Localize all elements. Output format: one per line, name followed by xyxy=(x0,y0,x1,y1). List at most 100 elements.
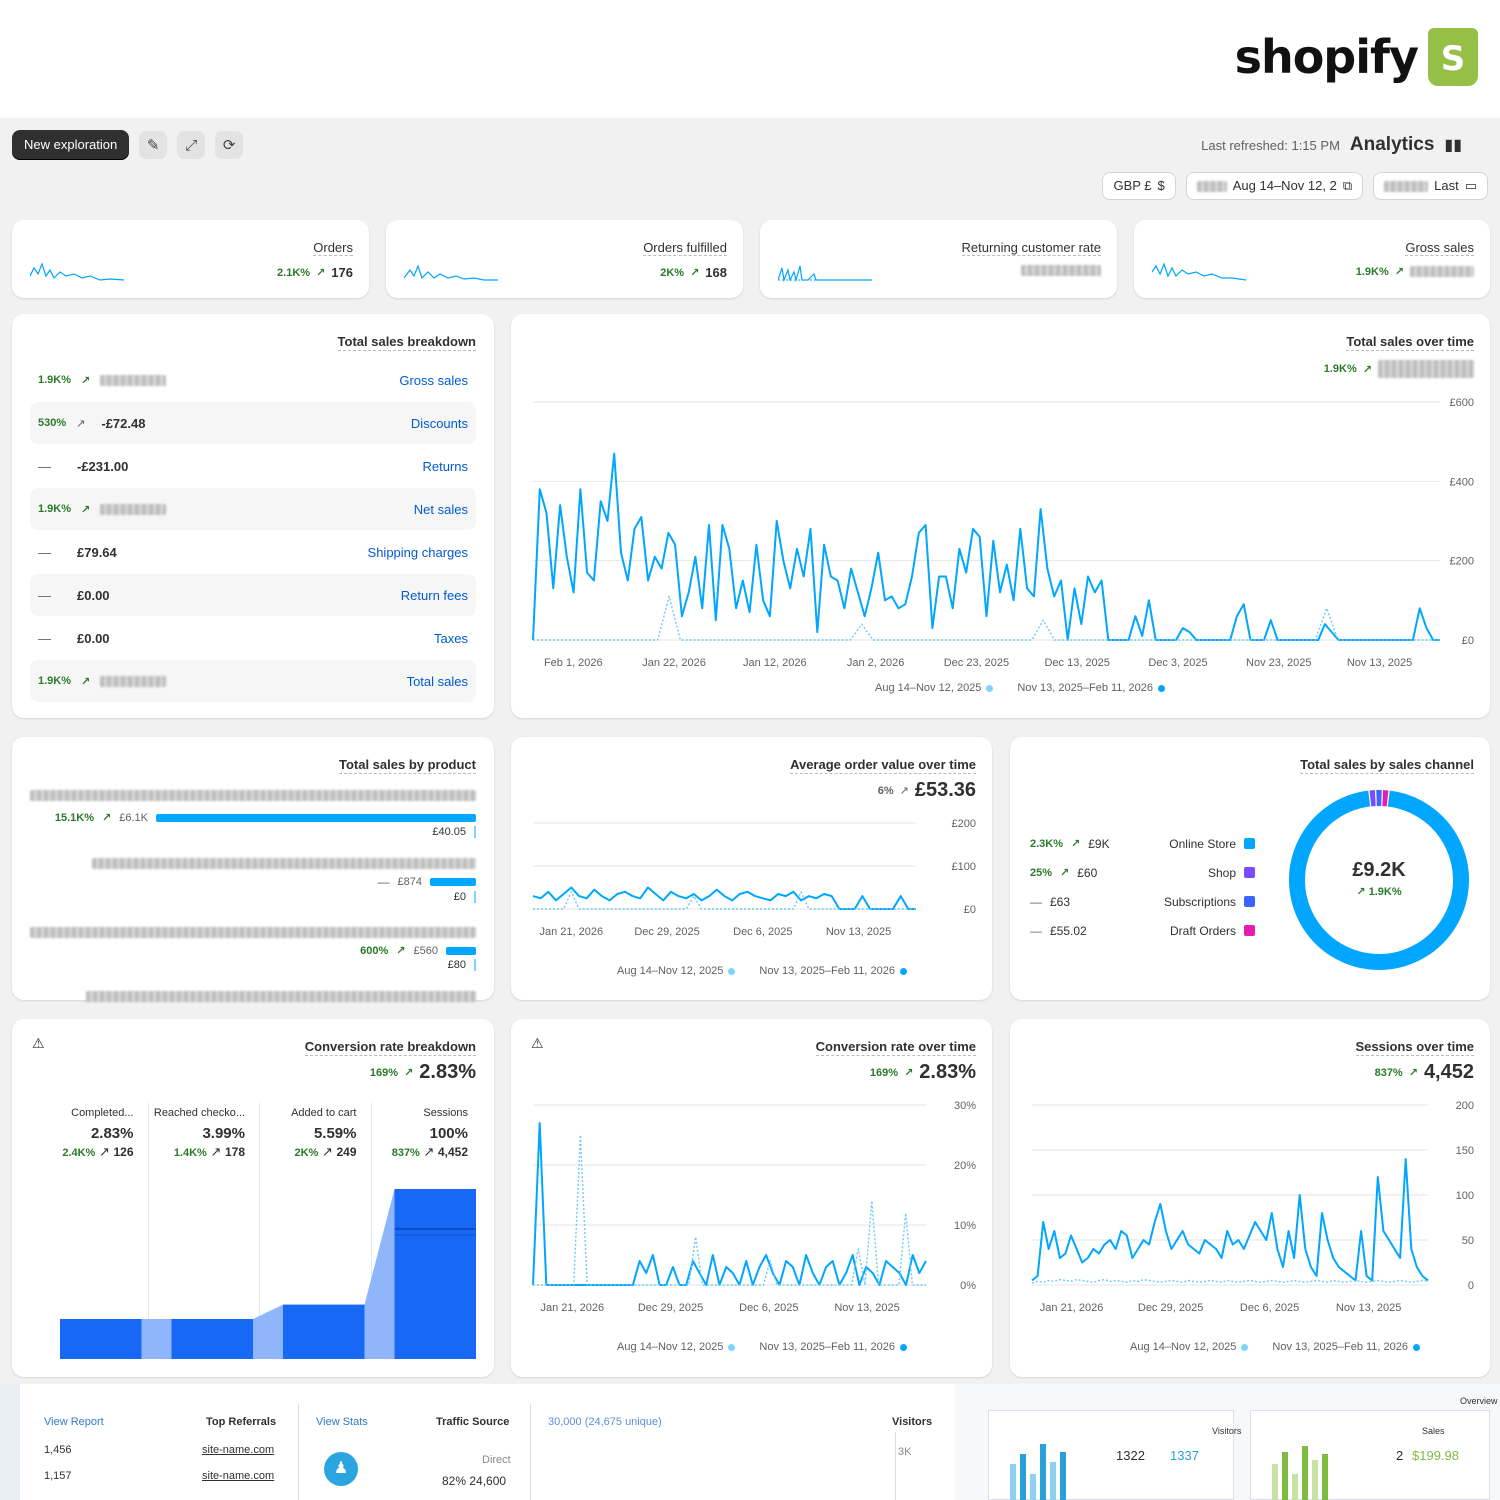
mini-bar-chart xyxy=(1010,1444,1066,1500)
toolbar: New exploration ✎ ⤢ ⟳ xyxy=(12,130,244,160)
channel-value: £55.02 xyxy=(1050,923,1087,938)
channel-row[interactable]: 2.3K% ↗ £9K Online Store xyxy=(1030,829,1255,858)
date-range-filter[interactable]: Last ▭ xyxy=(1373,172,1488,200)
date-range-label: Last xyxy=(1434,178,1459,193)
step-label: Sessions xyxy=(423,1107,468,1119)
edit-icon[interactable]: ✎ xyxy=(139,131,168,159)
channel-name: Shop xyxy=(1207,865,1236,880)
step-count: 126 xyxy=(113,1145,134,1159)
x-tick-label: Nov 13, 2025 xyxy=(1336,1302,1401,1314)
series-current xyxy=(532,452,1440,641)
calendar-icon: ▭ xyxy=(1464,178,1477,193)
breakdown-row[interactable]: 1.9K% ↗ Net sales xyxy=(30,488,476,530)
product-name-redacted xyxy=(92,858,476,869)
step-count: 4,452 xyxy=(437,1145,468,1159)
axis-tick: 3K xyxy=(898,1446,912,1458)
step-change: 2.4K% xyxy=(62,1147,96,1159)
change-arrow-icon: ↗ xyxy=(1071,838,1081,850)
x-tick-label: Nov 13, 2025 xyxy=(834,1302,899,1314)
channel-change: 2.3K% xyxy=(1030,837,1064,850)
channel-swatch xyxy=(1244,896,1255,907)
row-label[interactable]: Taxes xyxy=(434,630,468,646)
breakdown-row[interactable]: 1.9K% ↗ Total sales xyxy=(30,660,476,702)
x-tick-label: Jan 21, 2026 xyxy=(1040,1302,1104,1314)
new-exploration-button[interactable]: New exploration xyxy=(12,130,130,160)
kpi-value xyxy=(1021,265,1101,276)
x-tick-label: Dec 23, 2025 xyxy=(944,657,1009,669)
channel-row[interactable]: — £63 Subscriptions xyxy=(1030,887,1255,916)
y-tick-label: 20% xyxy=(954,1160,976,1172)
funnel-connector xyxy=(364,1189,395,1359)
step-change: 837% xyxy=(391,1147,420,1159)
referral-count: 1,157 xyxy=(44,1470,72,1482)
total-sales-over-time-card: Total sales over time 1.9K% ↗ £600 £400 £20… xyxy=(511,314,1490,718)
y-tick-label: 200 xyxy=(1456,1100,1474,1112)
kpi-title: Gross sales xyxy=(1405,240,1474,256)
product-name-redacted xyxy=(30,790,476,802)
visitors-title: Visitors xyxy=(892,1416,933,1428)
y-tick-label: £0 xyxy=(964,904,976,916)
step-percent: 3.99% xyxy=(202,1125,245,1142)
card-title: Total sales by product xyxy=(338,757,476,774)
card-title: Total sales by sales channel xyxy=(1300,757,1474,774)
warning-icon[interactable]: ⚠ xyxy=(32,1035,45,1051)
view-stats-link[interactable]: View Stats xyxy=(316,1416,368,1428)
sessions-chart: 200 150 100 50 0 Nov 13, 2025 Dec 6, 2025 Dec 2… xyxy=(1031,1100,1474,1314)
expand-icon[interactable]: ⤢ xyxy=(177,131,206,159)
row-label[interactable]: Total sales xyxy=(406,673,468,689)
row-label[interactable]: Net sales xyxy=(413,501,468,517)
kpi-orders[interactable]: Orders 2.1K% ↗ 176 xyxy=(12,220,369,298)
row-label[interactable]: Return fees xyxy=(400,587,468,603)
change-arrow-icon: ↗ xyxy=(81,675,91,688)
breakdown-row[interactable]: — £0.00 Return fees xyxy=(30,574,476,616)
product-row: 600% ↗ £560 xyxy=(30,944,476,957)
kpi-title: Orders xyxy=(313,240,353,256)
y-tick-label: £0 xyxy=(1462,635,1474,647)
step-percent: 2.83% xyxy=(90,1125,134,1142)
product-list: 15.1K% ↗ £6.1K £40.05 — £874 £0 600% ↗ £56… xyxy=(30,787,476,1002)
row-label[interactable]: Discounts xyxy=(410,415,468,431)
referral-site[interactable]: site-name.com xyxy=(202,1470,275,1482)
visitors-label: Visitors xyxy=(1212,1426,1242,1436)
funnel-step: Added to cart 5.59% 2K% ↗ 249 xyxy=(265,1103,372,1353)
currency-label: GBP £ xyxy=(1113,178,1152,193)
compare-date-filter[interactable]: Aug 14–Nov 12, 2 ⧉ xyxy=(1185,172,1364,200)
channel-row[interactable]: 25% ↗ £60 Shop xyxy=(1030,858,1255,887)
currency-filter[interactable]: GBP £ $ xyxy=(1102,172,1176,200)
row-change: 1.9K% xyxy=(38,374,72,386)
kpi-orders-fulfilled[interactable]: Orders fulfilled 2K% ↗ 168 xyxy=(386,220,743,298)
channel-change: — xyxy=(1030,894,1042,909)
warning-icon[interactable]: ⚠ xyxy=(531,1035,544,1051)
page-title: Analytics xyxy=(1349,134,1435,155)
breakdown-row[interactable]: — £79.64 Shipping charges xyxy=(30,531,476,573)
row-label[interactable]: Gross sales xyxy=(399,372,468,388)
kpi-returning-customer-rate[interactable]: Returning customer rate xyxy=(760,220,1117,298)
step-label: Completed... xyxy=(71,1107,134,1119)
analytics-icon: ▮▮ xyxy=(1444,137,1462,154)
y-tick-label: 50 xyxy=(1462,1235,1474,1247)
step-change: 1.4K% xyxy=(173,1147,207,1159)
product-prev: £40.05 xyxy=(30,826,476,838)
chart-legend: Aug 14–Nov 12, 2025 Nov 13, 2025–Feb 11,… xyxy=(1130,1341,1420,1353)
row-label[interactable]: Shipping charges xyxy=(367,544,468,560)
series-previous xyxy=(1031,1278,1429,1284)
refresh-icon[interactable]: ⟳ xyxy=(215,131,244,159)
channel-row[interactable]: — £55.02 Draft Orders xyxy=(1030,916,1255,945)
breakdown-row[interactable]: 1.9K% ↗ Gross sales xyxy=(30,359,476,401)
channel-change: 25% xyxy=(1030,866,1053,879)
y-tick-label: 10% xyxy=(954,1220,976,1232)
funnel-step: Reached checko... 3.99% 1.4K% ↗ 178 xyxy=(154,1103,260,1353)
breakdown-row[interactable]: 530% ↗ -£72.48 Discounts xyxy=(30,402,476,444)
funnel-bar xyxy=(394,1189,476,1359)
view-report-link[interactable]: View Report xyxy=(44,1416,104,1428)
conv-breakdown-value: 169% ↗ 2.83% xyxy=(369,1061,476,1083)
breakdown-row[interactable]: — £0.00 Taxes xyxy=(30,617,476,659)
shopify-logo: shopify S xyxy=(1235,28,1478,86)
breakdown-row[interactable]: — -£231.00 Returns xyxy=(30,445,476,487)
kpi-gross-sales[interactable]: Gross sales 1.9K% ↗ xyxy=(1134,220,1490,298)
row-change: 1.9K% xyxy=(38,503,72,515)
row-value: -£72.48 xyxy=(101,415,146,431)
referral-site[interactable]: site-name.com xyxy=(202,1444,275,1456)
row-label[interactable]: Returns xyxy=(422,458,468,474)
brand-name: shopify xyxy=(1234,30,1419,84)
